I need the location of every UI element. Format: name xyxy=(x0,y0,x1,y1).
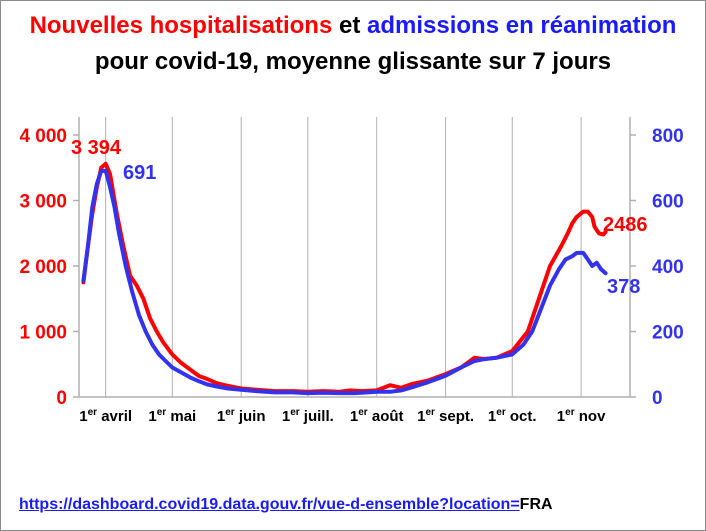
x-tick-label: 1er mai xyxy=(148,407,196,425)
y-right-tick-label: 400 xyxy=(652,257,684,278)
chart-title-line2: pour covid-19, moyenne glissante sur 7 j… xyxy=(94,48,612,75)
x-tick-label: 1er août xyxy=(350,407,404,425)
source-line: https://dashboard.covid19.data.gouv.fr/v… xyxy=(19,496,553,514)
y-left-tick-label: 2 000 xyxy=(19,257,67,278)
x-tick-label: 1er sept. xyxy=(417,407,474,425)
y-right-tick-label: 600 xyxy=(652,192,684,213)
x-tick-label: 1er nov xyxy=(557,407,606,425)
reanimation-line xyxy=(81,168,608,396)
y-right-tick-label: 200 xyxy=(652,323,684,344)
y-right-tick-label: 800 xyxy=(652,126,684,147)
y-left-tick-label: 1 000 xyxy=(19,323,67,344)
title-icu-text: admissions en réanimation xyxy=(367,12,677,39)
y-left-tick-label: 3 000 xyxy=(19,192,67,213)
source-link[interactable]: https://dashboard.covid19.data.gouv.fr/v… xyxy=(19,496,520,513)
x-tick-label: 1er oct. xyxy=(488,407,537,425)
title-and-text: et xyxy=(332,12,367,39)
y-left-tick-label: 0 xyxy=(56,388,67,409)
chart-title-line1: Nouvelles hospitalisations et admissions… xyxy=(1,11,705,41)
source-suffix: FRA xyxy=(519,496,553,513)
icu-peak-label: 691 xyxy=(123,162,156,184)
hosp-peak-label: 3 394 xyxy=(71,137,122,159)
icu-end-label: 378 xyxy=(607,276,640,298)
x-tick-label: 1er juin xyxy=(217,407,266,425)
y-left-tick-label: 4 000 xyxy=(19,126,67,147)
title-hosp-text: Nouvelles hospitalisations xyxy=(29,12,333,39)
hosp-end-label: 2486 xyxy=(603,214,648,236)
x-tick-label: 1er juill. xyxy=(282,407,334,425)
x-tick-label: 1er avril xyxy=(79,407,132,425)
y-right-tick-label: 0 xyxy=(652,388,663,409)
